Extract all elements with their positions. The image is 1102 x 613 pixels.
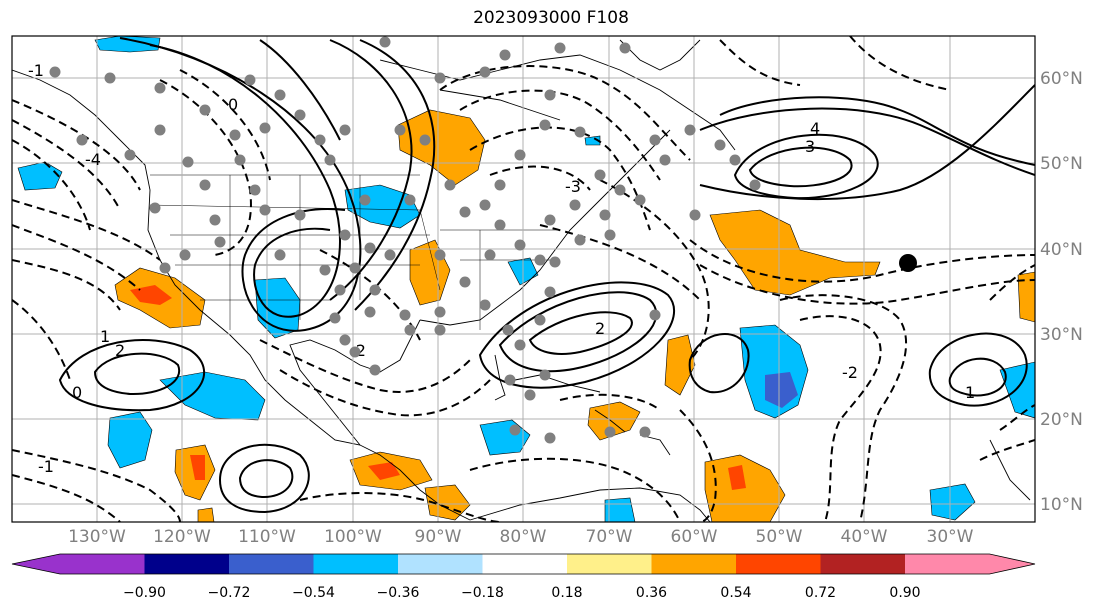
colorbar-segment (60, 554, 145, 574)
contour-label: 4 (810, 119, 820, 138)
colorbar-segment (313, 554, 398, 574)
colorbar-extend-right (989, 554, 1035, 574)
contour-label: 3 (805, 137, 815, 156)
colorbar-outline (11, 553, 1036, 575)
colorbar-segment (482, 554, 567, 574)
contour-label: 2 (115, 341, 125, 360)
colorbar-segment (651, 554, 736, 574)
coastlines (12, 39, 1031, 522)
colorbar-tick-label: −0.90 (123, 585, 166, 601)
highlight-marker (899, 254, 917, 272)
colorbar-tick-label: 0.18 (551, 585, 582, 601)
map-frame (11, 35, 1036, 523)
colorbar-tick-label: 0.90 (889, 585, 920, 601)
colorbar-tick-label: −0.54 (292, 585, 335, 601)
colorbar-tick-label: 0.72 (805, 585, 836, 601)
contour-label: -1 (38, 457, 54, 476)
colorbar-segment (144, 554, 229, 574)
colorbar-segment (567, 554, 652, 574)
lat-tick-label: 50°N (1040, 154, 1083, 174)
contour-label: 0 (72, 383, 82, 402)
colorbar-extend-left (12, 554, 60, 574)
contour-label: 0 (228, 95, 238, 114)
lon-tick-label: 110°W (238, 527, 296, 547)
lon-tick-label: 30°W (927, 527, 974, 547)
colorbar-segment (820, 554, 905, 574)
lon-tick-label: 70°W (586, 527, 633, 547)
contours-dashed (12, 36, 1035, 522)
lon-tick-label: 50°W (756, 527, 803, 547)
colorbar-segment (398, 554, 483, 574)
colorbar-tick-label: −0.72 (208, 585, 251, 601)
latitude-tick-labels: 60°N 50°N 40°N 30°N 20°N 10°N (1040, 69, 1083, 515)
lat-tick-label: 20°N (1040, 410, 1083, 430)
map-title: 2023093000 F108 (473, 8, 629, 28)
lat-tick-label: 30°N (1040, 325, 1083, 345)
contour-label: -4 (85, 150, 101, 169)
lon-tick-label: 60°W (671, 527, 718, 547)
longitude-tick-labels: 130°W 120°W 110°W 100°W 90°W 80°W 70°W 6… (68, 527, 974, 547)
colorbar-segment (736, 554, 821, 574)
shading-positive (114, 109, 1035, 522)
lon-tick-label: 90°W (415, 527, 462, 547)
colorbar-segment (229, 554, 314, 574)
colorbar-tick-label: 0.54 (720, 585, 751, 601)
lon-tick-label: 100°W (324, 527, 382, 547)
lat-tick-label: 60°N (1040, 69, 1083, 89)
station-markers (49, 36, 761, 444)
colorbar-segment (905, 554, 990, 574)
lon-tick-label: 130°W (68, 527, 126, 547)
colorbar-tick-label: −0.36 (377, 585, 420, 601)
lat-tick-label: 40°N (1040, 240, 1083, 260)
lon-tick-label: 80°W (500, 527, 547, 547)
contours-solid (58, 37, 1035, 514)
shading-negative (17, 36, 1035, 522)
contour-label: -3 (565, 177, 581, 196)
colorbar: −0.90 −0.72 −0.54 −0.36 −0.18 0.18 0.36 … (11, 553, 1036, 601)
colorbar-tick-label: 0.36 (636, 585, 667, 601)
contour-label: -2 (842, 363, 858, 382)
contour-label: 1 (965, 383, 975, 402)
contour-label: 2 (595, 319, 605, 338)
lon-tick-label: 40°W (841, 527, 888, 547)
contour-label: 1 (100, 327, 110, 346)
lat-tick-label: 10°N (1040, 495, 1083, 515)
lon-tick-label: 120°W (153, 527, 211, 547)
colorbar-tick-label: −0.18 (461, 585, 504, 601)
contour-label: -1 (28, 61, 44, 80)
